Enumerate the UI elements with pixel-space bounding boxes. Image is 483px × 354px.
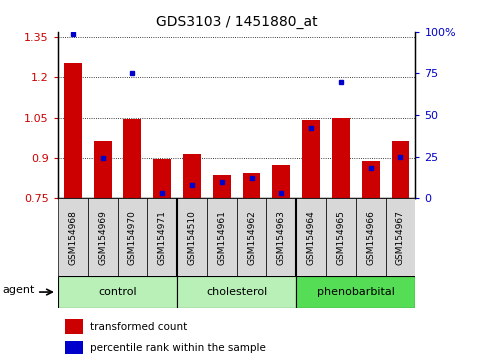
Bar [153, 159, 171, 198]
Text: GSM154964: GSM154964 [307, 210, 315, 264]
Text: control: control [98, 287, 137, 297]
Bar [242, 173, 260, 198]
Text: phenobarbital: phenobarbital [317, 287, 395, 297]
Bar [237, 198, 267, 276]
Text: GSM154962: GSM154962 [247, 210, 256, 264]
Bar [88, 198, 117, 276]
Bar [117, 198, 147, 276]
Text: agent: agent [2, 285, 35, 296]
Bar [58, 276, 177, 308]
Bar [326, 198, 356, 276]
Title: GDS3103 / 1451880_at: GDS3103 / 1451880_at [156, 16, 317, 29]
Text: GSM154961: GSM154961 [217, 210, 226, 265]
Bar [94, 141, 112, 198]
Bar [385, 198, 415, 276]
Bar [392, 141, 410, 198]
Bar [296, 276, 415, 308]
Text: GSM154971: GSM154971 [158, 210, 167, 265]
Bar [177, 276, 296, 308]
Text: GSM154968: GSM154968 [69, 210, 77, 265]
Text: GSM154967: GSM154967 [396, 210, 405, 265]
Bar [296, 198, 326, 276]
Bar [213, 176, 231, 198]
Bar [302, 120, 320, 198]
Bar [362, 161, 380, 198]
Bar [64, 63, 82, 198]
Bar [58, 198, 88, 276]
Bar [124, 119, 142, 198]
Text: transformed count: transformed count [90, 322, 187, 332]
Text: percentile rank within the sample: percentile rank within the sample [90, 343, 266, 353]
Bar [356, 198, 385, 276]
Bar [207, 198, 237, 276]
Bar [267, 198, 296, 276]
Bar [65, 341, 83, 354]
Bar [272, 165, 290, 198]
Text: GSM154963: GSM154963 [277, 210, 286, 265]
Text: GSM154966: GSM154966 [366, 210, 375, 265]
Bar [177, 198, 207, 276]
Text: GSM154969: GSM154969 [98, 210, 107, 265]
Bar [65, 319, 83, 334]
Text: GSM154965: GSM154965 [337, 210, 345, 265]
Text: GSM154970: GSM154970 [128, 210, 137, 265]
Text: cholesterol: cholesterol [206, 287, 267, 297]
Bar [183, 154, 201, 198]
Bar [147, 198, 177, 276]
Bar [332, 118, 350, 198]
Text: GSM154510: GSM154510 [187, 210, 197, 265]
